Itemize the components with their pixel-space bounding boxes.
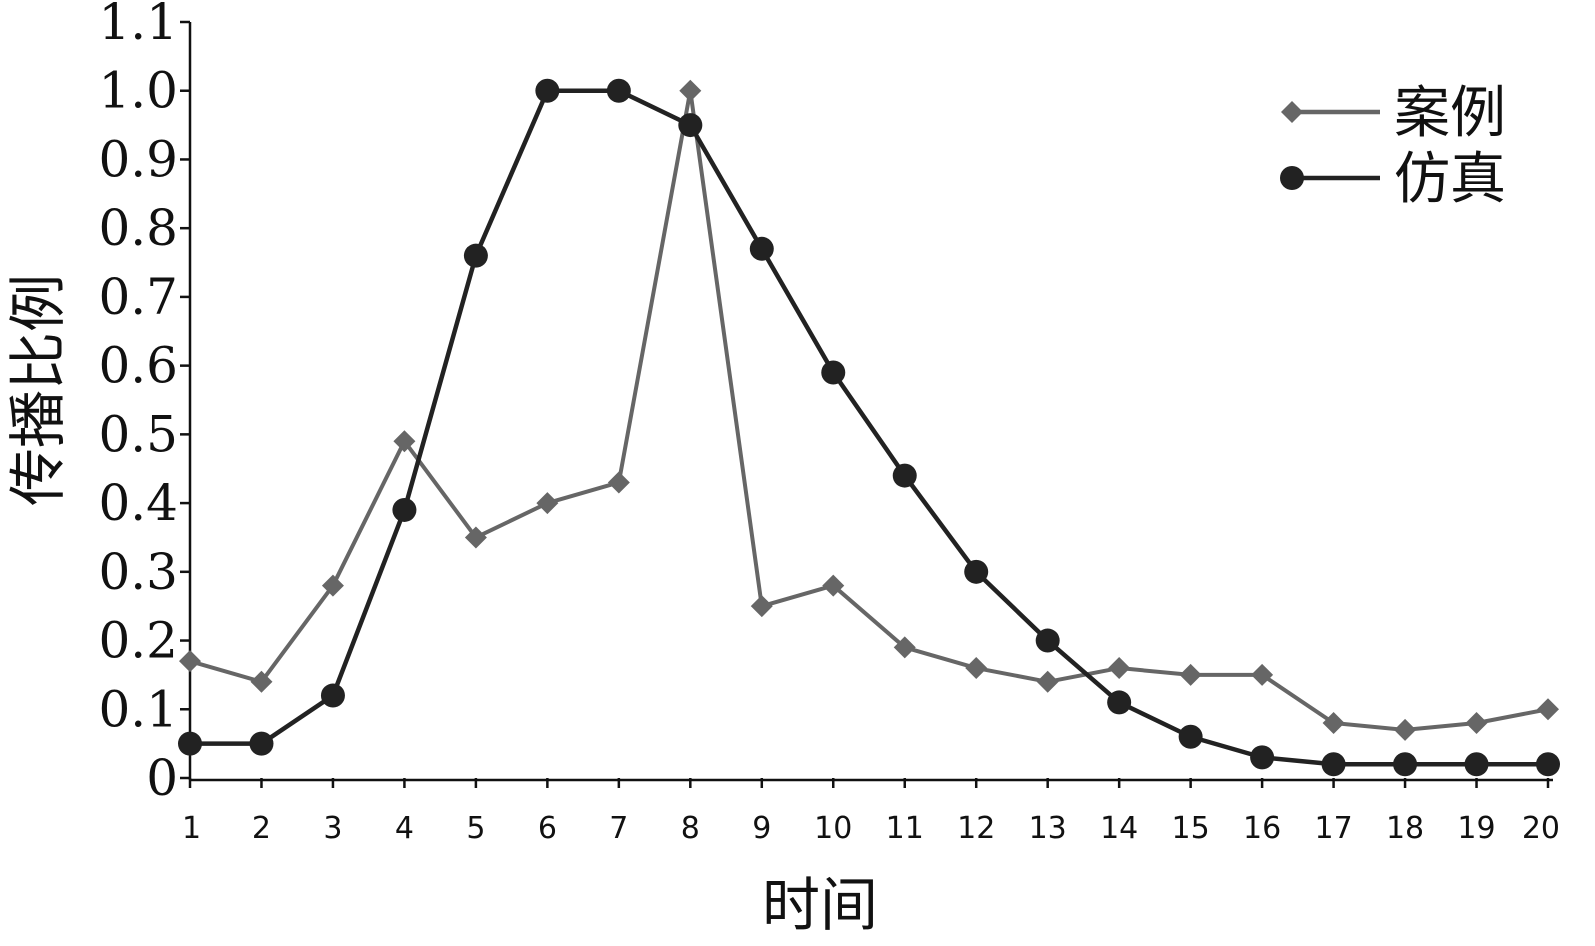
legend-marker bbox=[1280, 166, 1304, 190]
data-point bbox=[464, 526, 487, 549]
y-tick-label: 0.2 bbox=[98, 612, 178, 670]
x-ticks: 1 2 3 4 5 6 7 8 9 10 11 12 13 14 15 16 17 18 19 20 bbox=[182, 778, 1560, 846]
data-point bbox=[1108, 657, 1131, 680]
x-tick-label: 20 bbox=[1522, 811, 1560, 846]
data-point bbox=[1537, 698, 1559, 721]
x-tick-label: 5 bbox=[466, 811, 485, 846]
data-point bbox=[821, 360, 846, 385]
legend-label: 案例 bbox=[1394, 81, 1506, 146]
data-point bbox=[965, 657, 988, 680]
data-point bbox=[249, 731, 274, 756]
data-point bbox=[321, 574, 344, 597]
series-layer bbox=[178, 78, 1560, 777]
y-tick-label: 0 bbox=[146, 749, 178, 807]
data-point bbox=[679, 79, 702, 102]
data-point bbox=[1536, 752, 1560, 777]
y-tick-label: 1.1 bbox=[98, 0, 178, 51]
data-point bbox=[250, 670, 273, 693]
data-point bbox=[822, 574, 845, 597]
data-point bbox=[1393, 752, 1418, 777]
y-tick-label: 1.0 bbox=[98, 62, 178, 120]
x-tick-label: 18 bbox=[1386, 811, 1424, 846]
x-tick-label: 3 bbox=[323, 811, 342, 846]
axes bbox=[188, 22, 1553, 782]
data-point bbox=[678, 113, 703, 138]
y-tick-label: 0.3 bbox=[98, 543, 178, 601]
y-tick-label: 0.9 bbox=[98, 130, 178, 188]
data-point bbox=[1465, 712, 1488, 735]
data-point bbox=[749, 236, 774, 261]
data-point bbox=[1035, 628, 1060, 653]
x-tick-label: 11 bbox=[886, 811, 924, 846]
x-tick-label: 12 bbox=[957, 811, 995, 846]
x-axis-title: 时间 bbox=[762, 871, 878, 939]
data-point bbox=[536, 492, 559, 515]
data-point bbox=[320, 683, 345, 708]
data-point bbox=[535, 78, 560, 103]
x-tick-label: 4 bbox=[395, 811, 414, 846]
x-tick-label: 2 bbox=[252, 811, 271, 846]
y-tick-label: 0.8 bbox=[98, 199, 178, 257]
x-tick-label: 13 bbox=[1029, 811, 1067, 846]
data-point bbox=[1036, 670, 1059, 693]
data-point bbox=[1464, 752, 1489, 777]
series-simulation bbox=[178, 78, 1560, 777]
data-point bbox=[964, 559, 989, 584]
y-axis-title: 传播比例 bbox=[4, 274, 72, 506]
y-tick-label: 0.7 bbox=[98, 268, 178, 326]
y-tick-label: 0.6 bbox=[98, 337, 178, 395]
legend-marker bbox=[1281, 101, 1303, 123]
series-line bbox=[190, 88, 1548, 767]
data-point bbox=[1107, 690, 1132, 715]
y-ticks: 0 0.1 0.2 0.3 0.4 0.5 0.6 0.7 0.8 0.9 1.0 1.1 bbox=[98, 0, 190, 807]
x-tick-label: 19 bbox=[1457, 811, 1495, 846]
data-point bbox=[393, 430, 416, 453]
data-point bbox=[1321, 752, 1346, 777]
x-tick-label: 14 bbox=[1100, 811, 1138, 846]
data-point bbox=[463, 243, 488, 268]
x-tick-label: 1 bbox=[182, 811, 201, 846]
data-point bbox=[1178, 724, 1203, 749]
y-tick-label: 0.5 bbox=[98, 405, 178, 463]
x-tick-label: 16 bbox=[1243, 811, 1281, 846]
data-point bbox=[606, 78, 631, 103]
data-point bbox=[892, 463, 917, 488]
x-tick-label: 9 bbox=[752, 811, 771, 846]
x-tick-label: 10 bbox=[814, 811, 852, 846]
legend-label: 仿真 bbox=[1394, 147, 1506, 212]
x-tick-label: 8 bbox=[681, 811, 700, 846]
y-tick-label: 0.4 bbox=[98, 474, 178, 532]
data-point bbox=[893, 636, 916, 659]
data-point bbox=[392, 497, 417, 522]
data-point bbox=[1394, 718, 1417, 741]
x-tick-label: 6 bbox=[538, 811, 557, 846]
data-point bbox=[1322, 712, 1345, 735]
y-tick-label: 0.1 bbox=[98, 680, 178, 738]
x-tick-label: 17 bbox=[1314, 811, 1352, 846]
data-point bbox=[179, 650, 201, 673]
series-case bbox=[179, 79, 1559, 741]
data-point bbox=[1251, 663, 1274, 686]
data-point bbox=[178, 731, 202, 756]
x-tick-label: 7 bbox=[609, 811, 628, 846]
data-point bbox=[750, 595, 773, 618]
data-point bbox=[607, 471, 630, 494]
series-line bbox=[189, 88, 1549, 732]
data-point bbox=[1250, 745, 1275, 770]
data-point bbox=[1179, 663, 1202, 686]
x-tick-label: 15 bbox=[1172, 811, 1210, 846]
